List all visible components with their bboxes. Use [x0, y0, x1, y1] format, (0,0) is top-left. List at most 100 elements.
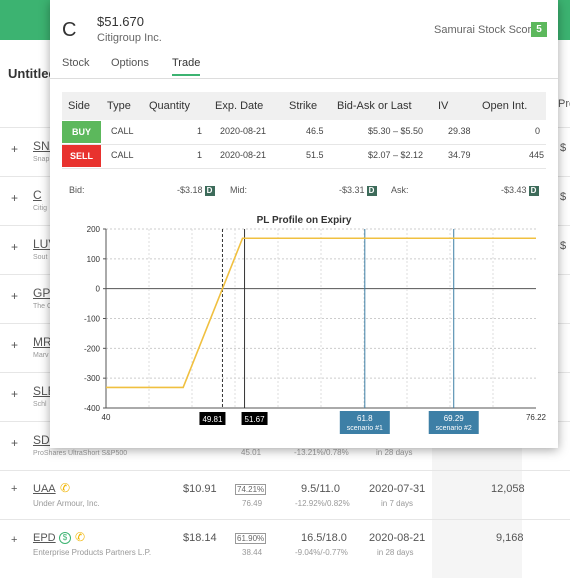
price-fragment: $ — [560, 142, 567, 154]
y-tick-label: -300 — [84, 374, 101, 383]
option-type: CALL — [111, 126, 134, 136]
change: -12.92%/0.82% — [295, 499, 350, 508]
company-name: Under Armour, Inc. — [33, 499, 100, 508]
tab-stock[interactable]: Stock — [62, 57, 90, 69]
debit-badge: D — [204, 186, 215, 196]
y-tick-label: -400 — [84, 404, 101, 413]
price-fragment: $ — [560, 240, 567, 252]
option-type: CALL — [111, 150, 134, 160]
marker-value: 51.67 — [245, 415, 266, 424]
sds-iv-sub: 45.01 — [241, 448, 262, 457]
bid-ask: 9.5/11.0 — [301, 483, 340, 495]
col-type: Type — [107, 100, 131, 112]
quantity[interactable]: 1 — [197, 126, 203, 136]
col-side: Side — [68, 100, 91, 112]
tab-trade[interactable]: Trade — [172, 57, 201, 76]
company-name: ProShares UltraShort S&P500 — [33, 450, 128, 457]
stock-price: $51.670 — [97, 14, 144, 29]
open-interest: 12,058 — [491, 483, 525, 495]
col-exp-date: Exp. Date — [215, 100, 264, 112]
days-left: in 28 days — [377, 548, 414, 557]
company-name: Schl — [33, 401, 47, 408]
iv-percent: 74.21% — [235, 484, 267, 495]
sds-days: in 28 days — [376, 448, 413, 457]
ask-label: Ask: — [391, 185, 409, 195]
col-quantity: Quantity — [149, 100, 190, 112]
marker-flag — [339, 411, 390, 434]
marker-flag — [428, 411, 479, 434]
col-bid-ask: Bid-Ask or Last — [337, 100, 412, 112]
open-interest: 9,168 — [496, 532, 524, 544]
column-header-pro: Pro — [558, 98, 570, 110]
sell-button[interactable]: SELL — [62, 145, 101, 167]
score-label: Samurai Stock Score — [434, 24, 538, 36]
expiry-date: 2020-08-21 — [369, 532, 426, 544]
exp-date[interactable]: 2020-08-21 — [220, 150, 267, 160]
company-name: Citigroup Inc. — [97, 32, 162, 44]
sds-change: -13.21%/0.78% — [294, 448, 349, 457]
symbol-link[interactable]: EPD — [33, 532, 56, 544]
symbol-link[interactable]: C — [33, 188, 42, 202]
bid-label: Bid: — [69, 185, 85, 195]
days-left: in 7 days — [381, 499, 414, 508]
expand-icon[interactable]: + — [11, 240, 19, 254]
mid-value-group: -$3.31 D — [339, 185, 377, 196]
expand-icon[interactable]: + — [11, 436, 19, 450]
chart-title: PL Profile on Expiry — [257, 215, 352, 226]
y-tick-label: 0 — [96, 285, 101, 294]
phone-icon[interactable]: ✆ — [75, 530, 86, 544]
expand-icon[interactable]: + — [11, 387, 19, 401]
price: $10.91 — [183, 483, 217, 495]
expand-icon[interactable]: + — [11, 338, 19, 352]
marker-flag — [199, 412, 226, 425]
expand-icon[interactable]: + — [11, 534, 18, 546]
x-tick-label: 40 — [102, 413, 111, 422]
company-name: Snap — [33, 156, 50, 163]
y-tick-label: -200 — [84, 344, 101, 353]
symbol-link[interactable]: UAA — [33, 483, 56, 495]
company-name: The G — [33, 303, 53, 310]
dividend-icon: $ — [59, 532, 71, 544]
strike[interactable]: 46.5 — [306, 126, 324, 136]
phone-icon[interactable]: ✆ — [60, 481, 71, 495]
table-row[interactable]: BUY CALL 1 2020-08-21 46.5 $5.30 – $5.50… — [62, 120, 546, 145]
y-tick-label: 100 — [87, 255, 101, 264]
mid-label: Mid: — [230, 185, 248, 195]
marker-flag — [241, 412, 268, 425]
debit-badge: D — [366, 186, 377, 196]
iv: 29.38 — [448, 126, 471, 136]
change: -9.04%/-0.77% — [295, 548, 348, 557]
expiry-date: 2020-07-31 — [369, 483, 426, 495]
watchlist-title[interactable]: Untitled — [8, 66, 57, 81]
company-name: Citig — [33, 205, 48, 212]
quantity[interactable]: 1 — [197, 150, 203, 160]
table-row[interactable]: + UAA ✆ Under Armour, Inc. $10.91 74.21%… — [0, 470, 570, 520]
bid-ask: 16.5/18.0 — [301, 532, 347, 544]
iv: 34.79 — [448, 150, 471, 160]
open-int: 445 — [529, 150, 545, 160]
exp-date[interactable]: 2020-08-21 — [220, 126, 267, 136]
expand-icon[interactable]: + — [11, 142, 19, 156]
score-badge: 5 — [531, 22, 547, 37]
mid-value: -$3.31 — [339, 185, 365, 195]
expand-icon[interactable]: + — [11, 191, 19, 205]
expand-icon[interactable]: + — [11, 289, 19, 303]
ask-value: -$3.43 — [501, 185, 527, 195]
marker-value: 61.8 — [357, 414, 373, 423]
modal-tabs: Stock Options Trade — [50, 52, 558, 79]
expand-icon[interactable]: + — [11, 483, 18, 495]
company-name: Sout — [33, 254, 48, 261]
x-tick-label: 76.22 — [526, 413, 547, 422]
col-open-int: Open Int. — [482, 100, 528, 112]
iv-sub: 38.44 — [242, 548, 263, 557]
bid-ask: $2.07 – $2.12 — [368, 150, 424, 160]
trade-modal: C $51.670 Citigroup Inc. Samurai Stock S… — [50, 0, 558, 448]
tab-options[interactable]: Options — [111, 57, 149, 69]
col-strike: Strike — [289, 100, 318, 112]
buy-button[interactable]: BUY — [62, 121, 101, 143]
iv-percent: 61.90% — [235, 533, 267, 544]
y-tick-label: 200 — [87, 225, 101, 234]
table-row[interactable]: + EPD $ ✆ Enterprise Products Partners L… — [0, 519, 570, 569]
table-row[interactable]: SELL CALL 1 2020-08-21 51.5 $2.07 – $2.1… — [62, 144, 546, 169]
strike[interactable]: 51.5 — [306, 150, 324, 160]
